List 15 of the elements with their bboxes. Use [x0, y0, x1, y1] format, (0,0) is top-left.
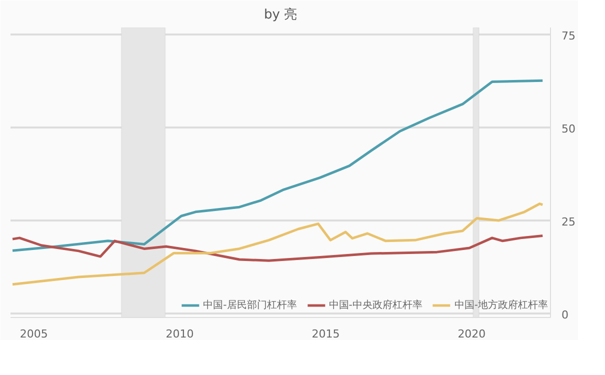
line-series [11, 234, 544, 262]
legend-label: 中国-地方政府杠杆率 [454, 298, 548, 312]
legend-label: 中国-居民部门杠杆率 [203, 298, 297, 312]
y-tick-label: 50 [562, 122, 576, 136]
line-series [11, 79, 544, 252]
y-tick-label: 0 [562, 308, 568, 322]
x-tick-label: 2005 [20, 328, 48, 340]
y-tick-label: 25 [562, 215, 576, 228]
chart-subtitle: by 亮 [264, 6, 298, 22]
x-tick-label: 2010 [166, 328, 194, 340]
x-tick-label: 2015 [312, 328, 340, 340]
legend-label: 中国-中央政府杠杆率 [328, 298, 422, 312]
line-series [11, 202, 544, 286]
y-tick-label: 75 [562, 29, 576, 42]
x-tick-label: 2020 [458, 328, 486, 340]
